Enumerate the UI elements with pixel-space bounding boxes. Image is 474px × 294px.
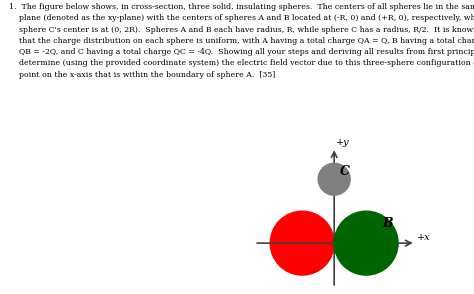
Text: +x: +x xyxy=(417,233,430,242)
Text: B: B xyxy=(382,216,393,230)
Circle shape xyxy=(334,211,398,275)
Text: 1.  The figure below shows, in cross-section, three solid, insulating spheres.  : 1. The figure below shows, in cross-sect… xyxy=(9,3,474,79)
Circle shape xyxy=(270,211,334,275)
Circle shape xyxy=(318,163,350,195)
Text: C: C xyxy=(340,166,350,178)
Text: A: A xyxy=(279,216,289,230)
Text: +y: +y xyxy=(336,138,350,147)
